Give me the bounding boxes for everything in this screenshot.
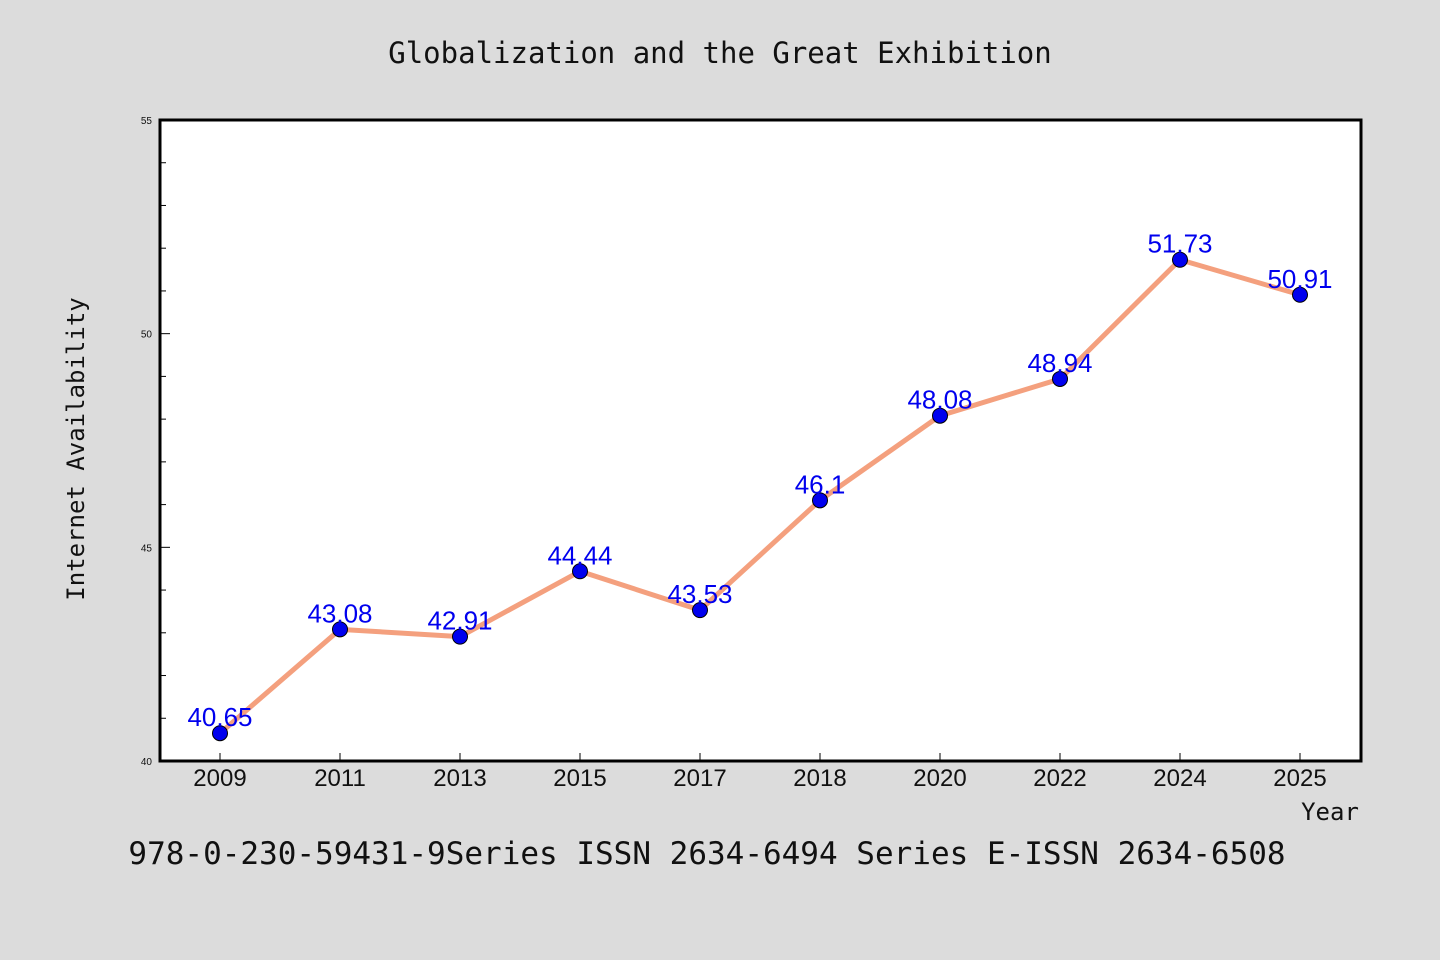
data-label-layer: 40.65 43.08 42.91 44.44 43.53 46.1 48.08 48.94 5… xyxy=(187,229,1332,732)
x-tick-label: 2024 xyxy=(1153,765,1206,792)
data-label: 43.08 xyxy=(307,598,372,628)
y-axis-label: Internet Availability xyxy=(62,297,90,600)
series-layer xyxy=(212,251,1308,742)
data-point-marker xyxy=(212,725,228,742)
data-label: 51.73 xyxy=(1147,229,1212,259)
y-tick-label: 55 xyxy=(141,116,153,127)
footer-text: 978-0-230-59431-9Series ISSN 2634-6494 S… xyxy=(128,836,1285,872)
series-line xyxy=(217,257,1303,736)
data-label: 46.1 xyxy=(795,469,846,499)
x-tick-label: 2022 xyxy=(1033,765,1086,792)
x-tick-label: 2009 xyxy=(193,765,246,792)
x-tick-label: 2020 xyxy=(913,765,966,792)
x-tick-label: 2025 xyxy=(1273,765,1326,792)
data-label: 42.91 xyxy=(427,606,492,636)
data-point-marker xyxy=(1172,251,1188,268)
data-point-marker xyxy=(332,621,348,638)
x-tick-label: 2011 xyxy=(314,765,366,792)
data-label: 48.08 xyxy=(907,385,972,415)
data-label: 40.65 xyxy=(187,702,252,732)
y-tick-label: 40 xyxy=(141,757,153,768)
data-point-marker xyxy=(692,602,708,619)
y-tick-label: 50 xyxy=(141,330,153,341)
data-point-marker xyxy=(572,563,588,580)
x-tick-label: 2013 xyxy=(433,765,486,792)
y-axis-ticks: 40 45 50 55 xyxy=(141,116,170,768)
data-label: 50.91 xyxy=(1267,264,1332,294)
data-point-marker xyxy=(1292,286,1308,303)
data-point-marker xyxy=(812,492,828,509)
data-label: 48.94 xyxy=(1027,348,1092,378)
chart-title: Globalization and the Great Exhibition xyxy=(388,36,1051,70)
data-point-marker xyxy=(1052,370,1068,387)
data-label: 43.53 xyxy=(667,579,732,609)
x-tick-label: 2018 xyxy=(793,765,846,792)
x-tick-label: 2015 xyxy=(553,765,606,792)
data-point-marker xyxy=(452,628,468,645)
y-tick-label: 45 xyxy=(141,543,153,554)
x-tick-label: 2017 xyxy=(673,765,726,792)
x-axis-ticks: 2009 2011 2013 2015 2017 2018 2020 2022 2024 2025 xyxy=(193,753,1327,792)
x-axis-label: Year xyxy=(1301,798,1359,826)
plot-area xyxy=(158,118,1363,763)
data-label: 44.44 xyxy=(547,540,612,570)
data-point-marker xyxy=(932,407,948,424)
